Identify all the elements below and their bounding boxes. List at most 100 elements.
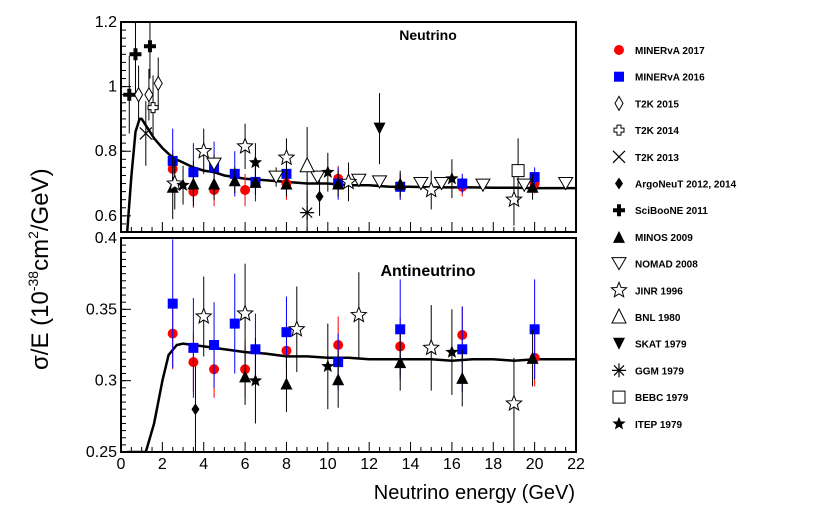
data-point	[143, 40, 156, 53]
data-point	[153, 75, 163, 92]
y-label-unit: cm	[27, 239, 54, 271]
y-tick-label: 0.35	[86, 301, 117, 318]
legend-entry: BEBC 1979	[612, 390, 689, 404]
x-tick-label: 22	[567, 456, 585, 473]
series-argoneut-2012-2014	[315, 177, 324, 216]
data-point	[300, 205, 315, 220]
data-point	[240, 185, 251, 195]
legend-entry: NOMAD 2008	[611, 257, 698, 271]
legend-label: T2K 2015	[635, 99, 679, 110]
x-tick-label: 6	[241, 456, 250, 473]
panel-title: Antineutrino	[380, 263, 475, 280]
data-point	[557, 177, 574, 191]
x-axis-label: Neutrino energy (GeV)	[374, 482, 575, 504]
legend-marker	[611, 307, 627, 324]
prediction-curve	[127, 342, 576, 452]
data-point	[236, 304, 254, 322]
data-point	[208, 177, 221, 190]
legend-entry: GGM 1979	[612, 363, 684, 378]
data-point	[228, 174, 241, 187]
data-point	[194, 307, 213, 324]
legend-marker	[613, 204, 625, 217]
y-label-main: σ/E (10	[27, 291, 54, 370]
x-tick-label: 16	[443, 456, 461, 473]
data-point	[165, 174, 184, 192]
y-tick-label: 1	[108, 79, 117, 96]
data-point	[394, 356, 407, 369]
legend-label: BEBC 1979	[635, 393, 689, 404]
data-point	[248, 155, 263, 169]
data-point	[229, 318, 240, 329]
data-point	[277, 148, 296, 166]
data-point	[373, 122, 386, 135]
y-tick-label: 1.2	[95, 14, 117, 31]
legend-label: ITEP 1979	[635, 420, 683, 431]
panel-data	[123, 22, 576, 232]
legend-entry: MINOS 2009	[613, 230, 693, 244]
series-jinr-1996	[194, 263, 523, 450]
x-tick-label: 12	[360, 456, 378, 473]
legend-entry: T2K 2013	[612, 150, 679, 164]
series-skat-1979	[373, 93, 386, 165]
series-t2k-2014	[147, 75, 159, 140]
panel-title: Neutrino	[399, 27, 457, 43]
data-point	[445, 171, 459, 185]
legend-label: NOMAD 2008	[635, 260, 698, 271]
x-tick-label: 14	[402, 456, 420, 473]
legend-label: MINERvA 2017	[635, 46, 705, 57]
legend-entry: SciBooNE 2011	[613, 204, 708, 217]
data-point	[176, 178, 190, 191]
data-point	[422, 338, 441, 356]
legend-entry: ITEP 1979	[612, 416, 683, 431]
legend-marker	[613, 124, 625, 136]
data-point	[475, 178, 491, 193]
data-point	[394, 177, 407, 190]
data-point	[287, 319, 306, 337]
data-point	[457, 178, 468, 189]
y-tick-label: 0.4	[95, 230, 117, 247]
data-point	[511, 164, 525, 178]
legend-label: GGM 1979	[635, 366, 684, 377]
panel-data	[127, 239, 576, 452]
y-label-tail: /GeV)	[27, 168, 54, 231]
data-point	[139, 127, 153, 140]
data-point	[371, 175, 388, 189]
legend-entry: BNL 1980	[611, 307, 681, 324]
data-point	[209, 340, 220, 350]
legend-marker	[613, 337, 625, 350]
x-tick-label: 2	[158, 456, 167, 473]
legend-entry: SKAT 1979	[613, 337, 687, 351]
legend: MINERvA 2017 MINERvA 2016 T2K 2015 T2K 2014…	[610, 45, 737, 431]
data-point	[280, 177, 293, 190]
series-minos-2009	[239, 329, 539, 413]
y-label-exponent: -38	[25, 271, 41, 291]
prediction-curve	[125, 117, 576, 232]
data-point	[315, 190, 324, 203]
data-point	[123, 88, 136, 101]
data-point	[188, 342, 199, 353]
series-sciboone-2011	[123, 22, 156, 134]
x-tick-label: 4	[199, 456, 208, 473]
y-tick-label: 0.3	[95, 373, 117, 390]
legend-marker	[612, 150, 626, 164]
data-point	[236, 137, 254, 155]
x-tick-label: 10	[319, 456, 337, 473]
series-bebc-1979	[511, 138, 525, 203]
legend-label: ArgoNeuT 2012, 2014	[635, 180, 737, 191]
data-point	[194, 141, 213, 159]
series-argoneut-2012-2014	[191, 366, 200, 452]
data-point	[505, 190, 523, 208]
data-point	[321, 359, 335, 373]
data-point	[321, 165, 335, 178]
legend-marker	[614, 71, 624, 82]
data-point	[147, 102, 159, 114]
legend-marker	[614, 45, 624, 55]
data-point	[433, 177, 450, 191]
data-point	[529, 324, 540, 335]
legend-entry: T2K 2014	[613, 124, 679, 137]
legend-label: JINR 1996	[635, 286, 683, 297]
y-axis-label: σ/E (10-38cm2/GeV)	[25, 168, 54, 370]
data-point	[129, 48, 142, 61]
x-tick-label: 20	[526, 456, 544, 473]
legend-marker	[615, 177, 623, 190]
